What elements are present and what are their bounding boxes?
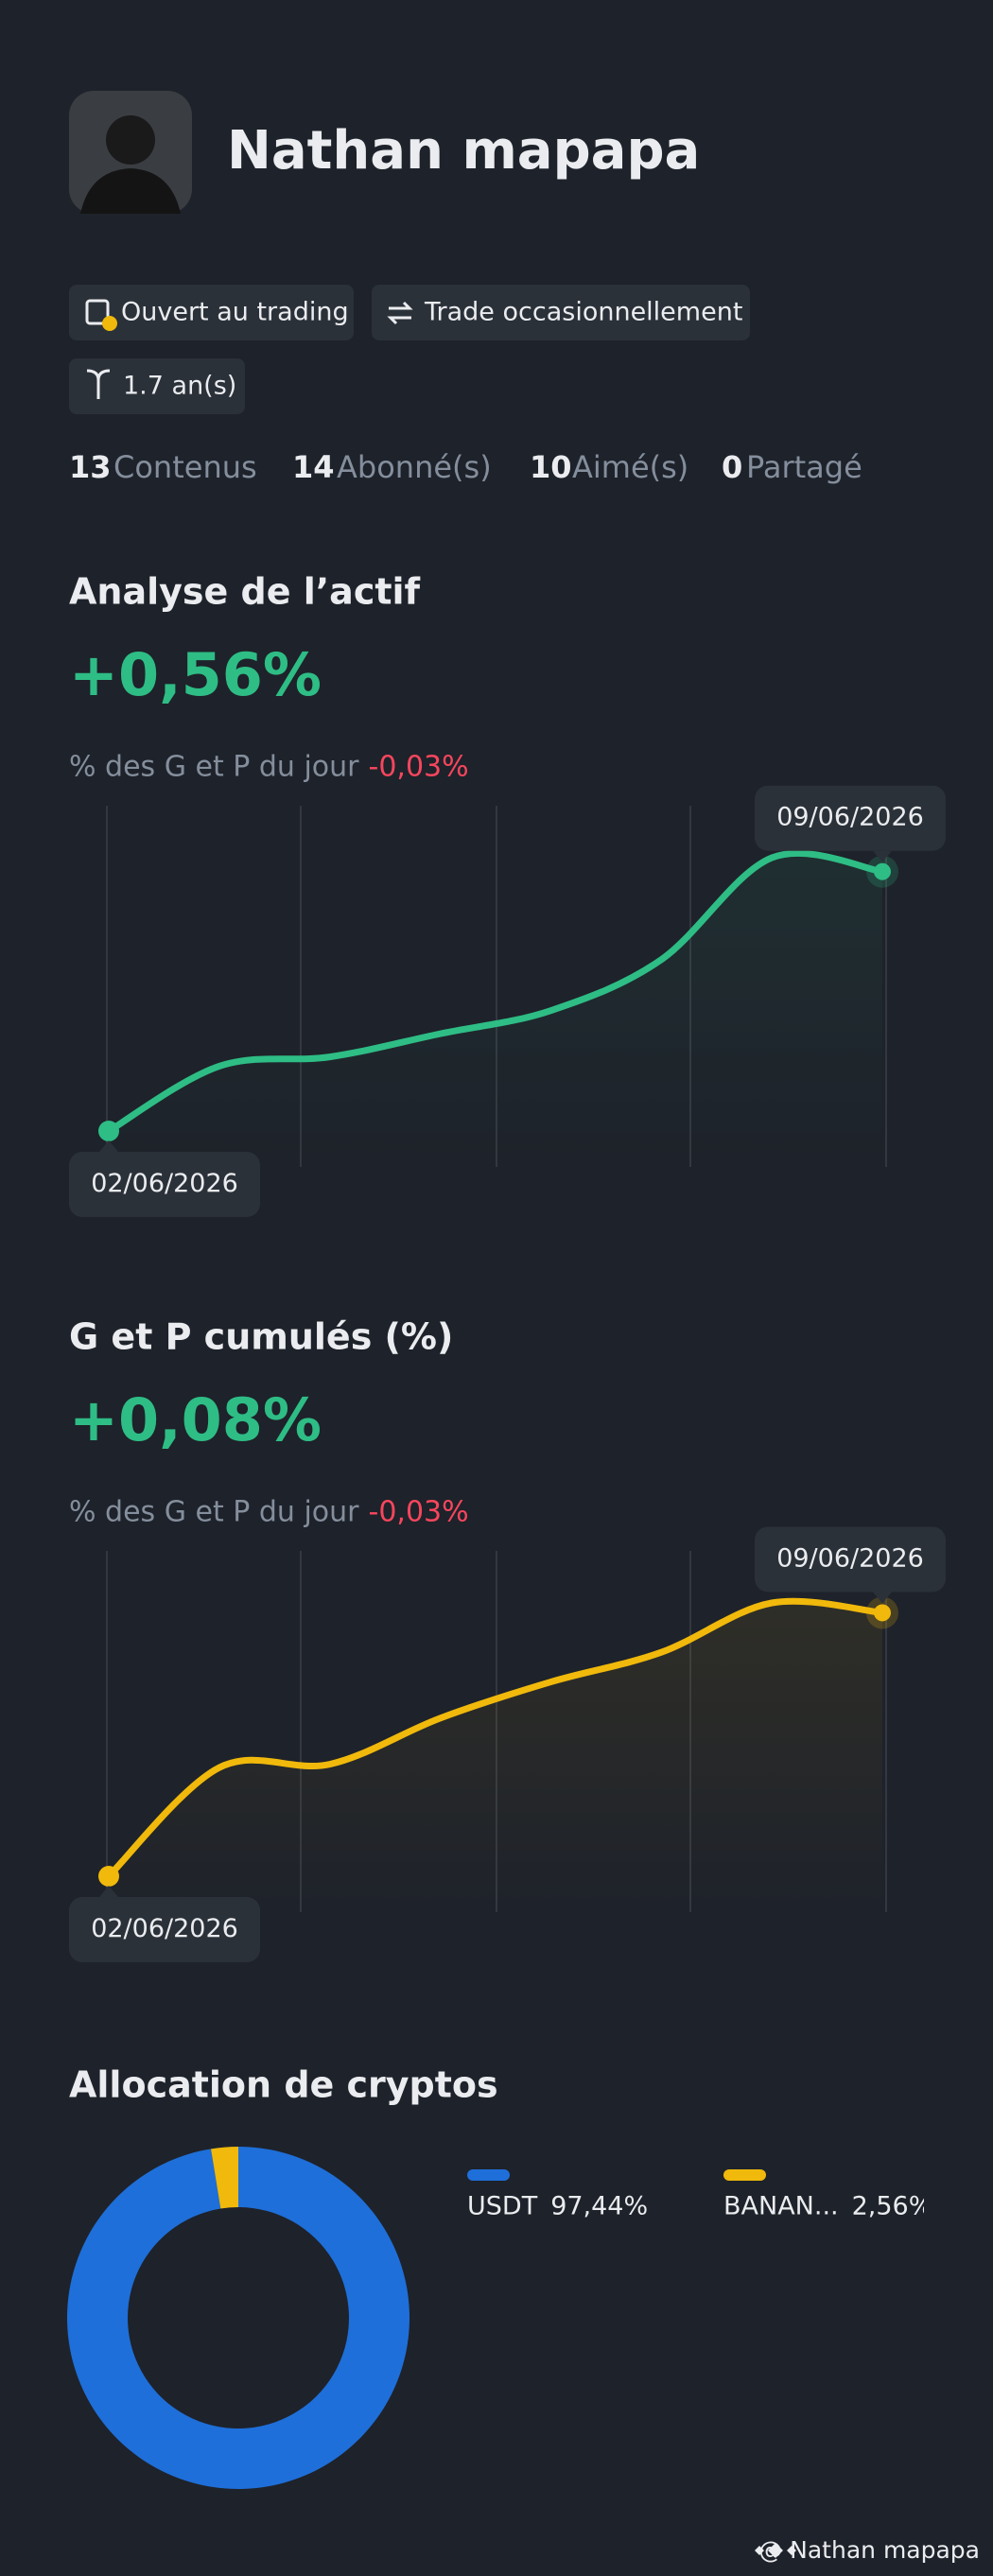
point	[98, 1866, 119, 1887]
tag-label: Ouvert au trading	[121, 298, 349, 327]
tooltip-pointer	[99, 1886, 118, 1897]
tooltip-label: 02/06/2026	[91, 1169, 238, 1198]
avatar	[69, 91, 192, 214]
pie-slice	[211, 2147, 238, 2209]
tooltip	[755, 785, 946, 851]
area	[109, 1601, 882, 1912]
stat-label: Abonné(s)	[337, 449, 492, 485]
stat-count: 13	[69, 449, 112, 485]
pie-slice	[66, 2147, 409, 2489]
line	[105, 1597, 886, 1880]
legend-value: 97,44%	[550, 2192, 648, 2221]
profile-name: Nathan mapapa	[227, 120, 700, 182]
footer-logo	[755, 2543, 796, 2558]
stat-label: Aimé(s)	[572, 449, 688, 485]
tooltip-label: 09/06/2026	[776, 1543, 924, 1573]
headline-value: +0,08%	[69, 1385, 322, 1454]
tag: 1.7 an(s)	[69, 358, 245, 414]
chart-title: Allocation de cryptos	[69, 2064, 498, 2106]
chart-title: Analyse de l’actif	[69, 571, 421, 613]
tooltip-label: 09/06/2026	[776, 803, 924, 832]
legend-label: BANAN...	[723, 2192, 839, 2221]
chart-title: G et P cumulés (%)	[69, 1316, 453, 1358]
legend: USDT 97,44% BANAN... 2,56%	[467, 2169, 933, 2221]
stat-count: 0	[722, 449, 742, 485]
tooltip-pointer	[99, 1140, 118, 1152]
subtitle-change: -0,03%	[369, 751, 469, 784]
tooltip	[69, 1897, 260, 1962]
stat-label: Partagé	[746, 449, 862, 485]
tooltip	[755, 1526, 946, 1593]
legend-value: 2,56%	[852, 2192, 933, 2221]
tooltip-pointer	[873, 850, 892, 862]
point	[98, 1121, 119, 1141]
subtitle-change: -0,03%	[369, 1496, 469, 1529]
tag-label: Trade occasionnellement	[424, 298, 742, 327]
stat-count: 10	[530, 449, 572, 485]
subtitle: % des G et P du jour	[69, 751, 359, 784]
tooltip-pointer	[873, 1592, 892, 1604]
point	[874, 1604, 891, 1622]
line	[105, 849, 886, 1135]
tag: Trade occasionnellement	[372, 285, 750, 340]
headline-value: +0,56%	[69, 640, 322, 709]
stat-label: Contenus	[113, 449, 257, 485]
tag: Ouvert au trading	[69, 285, 354, 340]
legend-swatch	[467, 2169, 510, 2181]
point	[874, 862, 891, 880]
legend-swatch	[723, 2169, 766, 2181]
legend-label: USDT	[467, 2192, 538, 2221]
footer: @ Nathan mapapa	[758, 2536, 980, 2564]
stat-count: 14	[292, 449, 335, 485]
tooltip-label: 02/06/2026	[91, 1914, 238, 1943]
tooltip	[69, 1152, 260, 1217]
tag-label: 1.7 an(s)	[123, 372, 236, 401]
area	[109, 853, 882, 1167]
subtitle: % des G et P du jour	[69, 1496, 359, 1529]
